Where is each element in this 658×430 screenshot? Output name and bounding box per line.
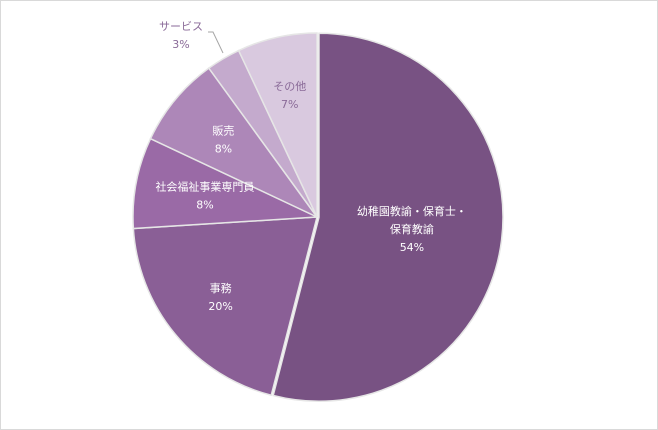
data-label-category: 事務 [210, 281, 232, 295]
data-label-category: 幼稚園教諭・保育士・ [357, 204, 467, 218]
data-label-category: その他 [273, 80, 306, 93]
leader-line [208, 31, 224, 54]
data-label-value: 20% [208, 300, 232, 313]
pie-slice [272, 32, 504, 402]
pie-slice [132, 137, 318, 230]
data-label-value: 3% [172, 38, 189, 51]
data-label-category: 社会福祉事業専門員 [155, 180, 254, 194]
pie-slice [237, 32, 318, 218]
pie-slice [132, 216, 318, 397]
data-label-value: 8% [196, 199, 213, 212]
pie-slice [149, 67, 318, 218]
data-label-category: サービス [159, 20, 203, 33]
data-label-value: 8% [215, 143, 232, 156]
data-label-value: 54% [400, 241, 424, 254]
data-label-value: 7% [281, 98, 298, 111]
data-label-category: 保育教諭 [390, 222, 434, 236]
data-label-category: 販売 [212, 125, 234, 138]
